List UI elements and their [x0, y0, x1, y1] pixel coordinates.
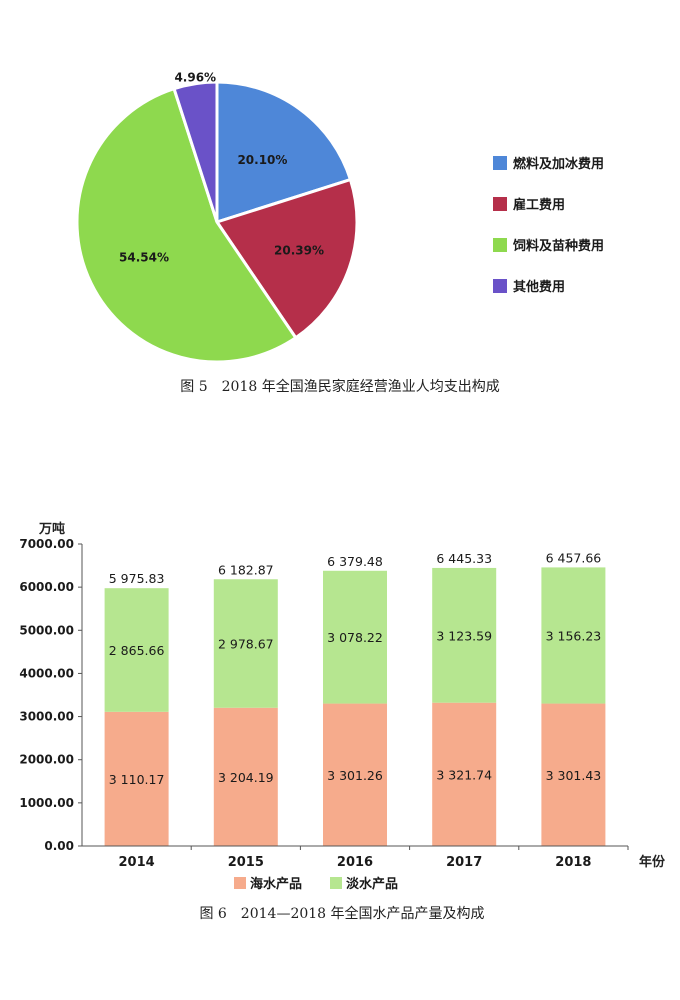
x-tick-label: 2016 — [337, 855, 373, 870]
bar-segment — [213, 707, 278, 846]
legend-label: 淡水产品 — [346, 876, 398, 892]
legend-swatch — [493, 197, 507, 211]
y-tick-label: 5000.00 — [19, 623, 74, 637]
bar-segment-label: 3 123.59 — [436, 628, 492, 643]
y-tick-label: 7000.00 — [19, 537, 74, 551]
pie-slice — [172, 80, 219, 223]
x-tick-label: 2014 — [119, 855, 155, 870]
bar-segment-label: 3 301.26 — [327, 768, 383, 783]
pie-slice — [75, 86, 298, 364]
pie-slice — [214, 177, 359, 340]
bar-segment-label: 3 110.17 — [109, 772, 165, 787]
pie-slice-label: 20.39% — [274, 243, 324, 257]
x-tick-label: 2018 — [555, 855, 591, 870]
bar-total-label: 6 457.66 — [546, 550, 602, 565]
legend-label: 饲料及苗种费用 — [512, 238, 604, 254]
legend-swatch — [330, 877, 342, 889]
pie-slices — [75, 80, 359, 364]
bar-legend: 海水产品 淡水产品 — [234, 876, 398, 892]
pie-slice-label: 20.10% — [237, 153, 287, 167]
bar-segment — [323, 570, 387, 704]
bar-segment — [104, 588, 169, 712]
x-tick-label: 2015 — [228, 855, 264, 870]
y-axis-unit-label: 万吨 — [38, 521, 65, 537]
x-axis-label: 年份 — [639, 854, 666, 870]
y-tick-label: 1000.00 — [19, 796, 74, 810]
pie-chart: 20.10% 20.39% 54.54% 4.96% 燃料及加冰费用雇工费用饲料及苗种… — [75, 71, 604, 395]
legend-label: 其他费用 — [513, 279, 565, 295]
pie-data-labels: 20.10% 20.39% 54.54% 4.96% — [119, 71, 324, 265]
y-tick-label: 4000.00 — [19, 666, 74, 680]
bar-total-label: 6 445.33 — [436, 551, 492, 566]
bar-segment — [541, 567, 606, 704]
bar-segment-label: 3 078.22 — [327, 630, 383, 645]
legend-label: 燃料及加冰费用 — [513, 156, 604, 172]
bar-total-label: 6 182.87 — [218, 562, 274, 577]
y-tick-label: 3000.00 — [19, 710, 74, 724]
bar-segment — [213, 579, 278, 708]
pie-slice — [215, 80, 353, 225]
pie-slice-label: 4.96% — [174, 71, 216, 85]
x-tick-label: 2017 — [446, 855, 482, 870]
legend-swatch — [493, 156, 507, 170]
bar-segment — [104, 711, 169, 846]
bar-segment-label: 2 865.66 — [109, 643, 165, 658]
legend-label: 雇工费用 — [513, 197, 565, 213]
bar-segment-label: 3 321.74 — [436, 767, 492, 782]
bar-segment-label: 2 978.67 — [218, 637, 274, 652]
bar-total-label: 5 975.83 — [109, 571, 165, 586]
bar-segment-label: 3 301.43 — [546, 768, 602, 783]
x-axis: 2014 2015 2016 2017 2018 — [82, 845, 629, 870]
bar-segment — [541, 703, 606, 846]
bar-total-label: 6 379.48 — [327, 554, 383, 569]
y-tick-label: 2000.00 — [19, 753, 74, 767]
bar-segment-label: 3 156.23 — [546, 628, 602, 643]
bars: 3 110.17 2 865.66 5 975.83 3 204.19 2 978.67… — [104, 550, 606, 846]
bar-segment — [432, 567, 497, 703]
y-axis: 0.00 1000.00 2000.00 3000.00 4000.00 5000.00 6… — [19, 537, 83, 853]
legend-label: 海水产品 — [250, 876, 302, 892]
y-tick-label: 6000.00 — [19, 580, 74, 594]
bar-segment — [323, 703, 387, 846]
bar-segment — [432, 702, 497, 846]
legend-swatch — [493, 238, 507, 252]
bar-segment-label: 3 204.19 — [218, 770, 274, 785]
legend-swatch — [234, 877, 246, 889]
y-tick-label: 0.00 — [44, 839, 74, 853]
pie-slice-label: 54.54% — [119, 251, 169, 265]
bar-caption: 图 6 2014—2018 年全国水产品产量及构成 — [199, 905, 484, 922]
pie-caption: 图 5 2018 年全国渔民家庭经营渔业人均支出构成 — [180, 378, 499, 395]
legend-swatch — [493, 279, 507, 293]
bar-chart: 万吨 0.00 1000.00 2000.00 3000.00 4000.00 5000.… — [19, 521, 666, 922]
